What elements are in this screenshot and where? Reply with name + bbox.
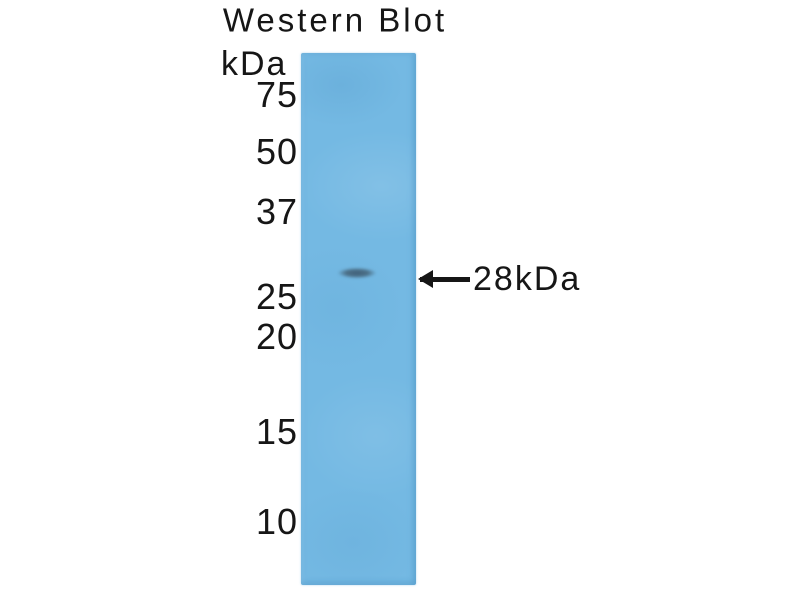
mw-marker-37: 37 xyxy=(255,191,298,232)
left-arrow-icon xyxy=(420,276,470,282)
mw-marker-25: 25 xyxy=(255,276,298,317)
figure-title: Western Blot xyxy=(222,1,448,39)
protein-band xyxy=(332,266,382,280)
kda-unit-label: kDa xyxy=(221,45,288,83)
mw-marker-15: 15 xyxy=(255,411,298,452)
mw-marker-50: 50 xyxy=(255,131,298,172)
mw-marker-75: 75 xyxy=(255,74,298,115)
band-annotation-label: 28kDa xyxy=(473,260,582,298)
mw-marker-10: 10 xyxy=(255,501,298,542)
band-annotation: 28kDa xyxy=(420,262,581,296)
blot-lane xyxy=(301,53,416,585)
mw-ladder: 75 50 37 25 20 15 10 xyxy=(0,0,298,600)
mw-marker-20: 20 xyxy=(255,316,298,357)
